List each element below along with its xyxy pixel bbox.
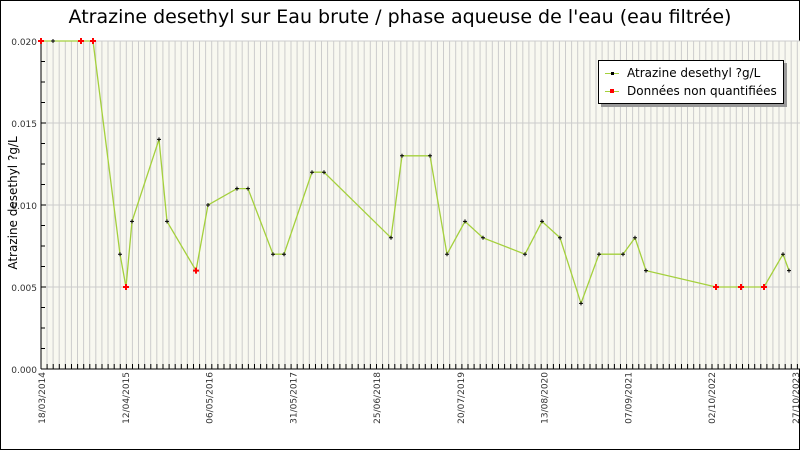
data-point-marker-icon — [597, 252, 601, 257]
data-point-marker-icon — [310, 170, 314, 175]
x-tick-label: 31/05/2017 — [289, 372, 299, 424]
y-tick-label: 0.020 — [11, 38, 37, 48]
data-point-marker-icon — [235, 186, 239, 191]
data-point-marker-icon — [130, 219, 134, 224]
data-point-marker-icon — [165, 219, 169, 224]
data-point-marker-icon — [271, 252, 275, 257]
legend-label: Données non quantifiées — [627, 84, 777, 98]
non-quantified-marker-icon — [761, 284, 767, 290]
x-tick-label: 07/09/2021 — [624, 372, 634, 424]
data-point-marker-icon — [787, 268, 791, 273]
non-quantified-marker-icon — [90, 38, 96, 44]
data-point-marker-icon — [322, 170, 326, 175]
data-point-marker-icon — [118, 252, 122, 257]
data-point-marker-icon — [481, 235, 485, 240]
y-tick-label: 0.015 — [11, 120, 37, 130]
data-point-marker-icon — [246, 186, 250, 191]
non-quantified-marker-icon — [123, 284, 129, 290]
non-quantified-marker-icon — [78, 38, 84, 44]
x-tick-label: 12/04/2015 — [122, 372, 132, 424]
x-tick-label: 13/08/2020 — [541, 372, 551, 424]
legend-item-quantified: Atrazine desethyl ?g/L — [605, 64, 760, 82]
data-point-marker-icon — [51, 39, 55, 43]
x-tick-label: 06/05/2016 — [206, 372, 216, 424]
legend: Atrazine desethyl ?g/L Données non quant… — [598, 60, 784, 104]
data-point-marker-icon — [644, 268, 648, 273]
legend-line-marker-icon — [605, 68, 619, 78]
y-tick-label: 0.010 — [11, 202, 37, 212]
legend-red-marker-icon — [605, 86, 619, 96]
data-point-marker-icon — [540, 219, 544, 224]
data-point-marker-icon — [463, 219, 467, 224]
data-point-marker-icon — [579, 301, 583, 306]
data-line — [41, 40, 790, 306]
non-quantified-marker-icon — [193, 267, 199, 274]
data-point-marker-icon — [389, 235, 393, 240]
data-point-marker-icon — [633, 235, 637, 240]
chart-title: Atrazine desethyl sur Eau brute / phase … — [68, 6, 732, 28]
data-point-marker-icon — [400, 153, 404, 158]
data-point-marker-icon — [206, 203, 210, 207]
legend-label: Atrazine desethyl ?g/L — [627, 66, 761, 80]
x-tick-label: 02/10/2022 — [708, 372, 718, 424]
x-tick-label: 25/06/2018 — [373, 372, 383, 424]
non-quantified-marker-icon — [713, 284, 719, 290]
data-point-marker-icon — [781, 252, 785, 257]
non-quantified-marker-icon — [738, 284, 744, 290]
data-point-marker-icon — [621, 252, 625, 257]
data-point-marker-icon — [445, 252, 449, 257]
legend-item-non-quantified: Données non quantifiées — [605, 82, 777, 100]
data-point-marker-icon — [157, 137, 161, 142]
y-tick-label: 0.000 — [11, 366, 37, 376]
non-quantified-marker-icon — [38, 38, 44, 44]
data-point-marker-icon — [523, 252, 527, 257]
x-tick-label: 27/10/2023 — [792, 372, 800, 424]
x-tick-label: 20/07/2019 — [457, 372, 467, 424]
data-point-marker-icon — [282, 252, 286, 257]
data-point-marker-icon — [428, 153, 432, 158]
y-tick-label: 0.005 — [11, 284, 37, 294]
data-point-marker-icon — [558, 235, 562, 240]
x-tick-label: 18/03/2014 — [38, 372, 48, 424]
y-axis-label: Atrazine desethyl ?g/L — [6, 136, 20, 270]
